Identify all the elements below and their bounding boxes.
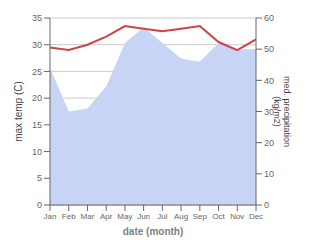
svg-text:Jun: Jun <box>137 212 150 221</box>
svg-text:30: 30 <box>264 107 274 117</box>
svg-text:Oct: Oct <box>212 212 225 221</box>
svg-text:25: 25 <box>32 67 42 77</box>
svg-text:Feb: Feb <box>62 212 76 221</box>
svg-text:May: May <box>117 212 132 221</box>
svg-text:15: 15 <box>32 120 42 130</box>
svg-text:5: 5 <box>37 173 42 183</box>
svg-text:30: 30 <box>32 40 42 50</box>
svg-text:Dec: Dec <box>249 212 263 221</box>
svg-text:Sep: Sep <box>193 212 208 221</box>
svg-text:60: 60 <box>264 13 274 23</box>
svg-text:max temp (C): max temp (C) <box>13 81 24 142</box>
svg-text:20: 20 <box>264 138 274 148</box>
svg-text:Jan: Jan <box>44 212 57 221</box>
svg-text:Mar: Mar <box>81 212 95 221</box>
svg-text:10: 10 <box>32 147 42 157</box>
svg-text:Nov: Nov <box>230 212 244 221</box>
svg-text:0: 0 <box>264 200 269 210</box>
svg-text:Apr: Apr <box>100 212 113 221</box>
svg-text:Jul: Jul <box>157 212 167 221</box>
svg-text:50: 50 <box>264 44 274 54</box>
svg-text:10: 10 <box>264 169 274 179</box>
svg-text:Aug: Aug <box>174 212 188 221</box>
svg-text:date (month): date (month) <box>123 226 184 237</box>
svg-text:med. precipitation(kg/m2): med. precipitation(kg/m2) <box>272 76 292 147</box>
svg-text:35: 35 <box>32 13 42 23</box>
svg-text:40: 40 <box>264 76 274 86</box>
svg-text:0: 0 <box>37 200 42 210</box>
svg-text:20: 20 <box>32 93 42 103</box>
